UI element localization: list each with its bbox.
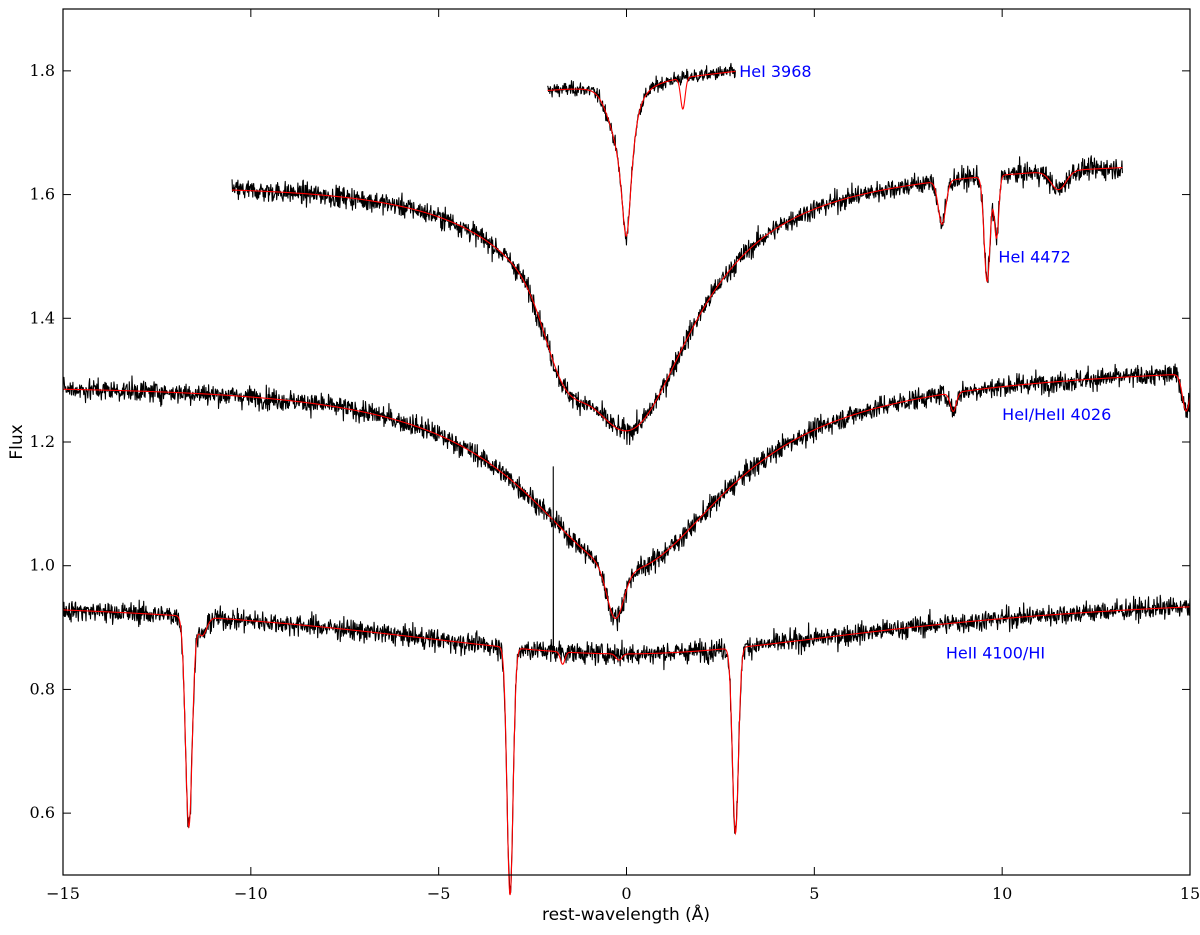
annotation-layer: HeI 3968 HeI 4472 HeI/HeII 4026 HeII 4100/H…: [739, 62, 1111, 662]
line-label: HeII 4100/HI: [946, 643, 1045, 662]
y-axis-label: Flux: [7, 424, 27, 459]
y-tick-label: 1.8: [30, 61, 55, 80]
line-label: HeI/HeII 4026: [1002, 405, 1111, 424]
x-tick-label: 15: [1180, 884, 1200, 903]
y-tick-label: 1.4: [30, 308, 55, 327]
observed-spectrum-line: [231, 155, 1123, 446]
x-axis-label: rest-wavelength (Å): [542, 903, 710, 925]
y-tick-label: 0.8: [30, 679, 55, 698]
x-tick-label: 10: [992, 884, 1012, 903]
x-tick-label: 5: [809, 884, 819, 903]
x-tick-label: 0: [621, 884, 631, 903]
model-spectrum-line: [62, 606, 1191, 896]
observed-spectrum-line: [62, 363, 1191, 632]
model-spectrum-line: [62, 374, 1191, 619]
model-spectrum-line: [232, 167, 1123, 432]
y-tick-label: 1.0: [30, 556, 55, 575]
line-label: HeI 4472: [998, 247, 1070, 266]
line-label: HeI 3968: [739, 62, 811, 81]
x-tick-label: −15: [46, 884, 80, 903]
x-tick-label: −5: [427, 884, 451, 903]
series-layer: [62, 62, 1191, 896]
model-spectrum-line: [547, 70, 736, 237]
y-tick-label: 1.2: [30, 432, 55, 451]
x-tick-label: −10: [234, 884, 268, 903]
tick-layer: −15 −10 −5 0 5 10 15 0.6 0.8 1.0 1.2 1.4 1.6 1.8: [30, 9, 1200, 903]
y-tick-label: 1.6: [30, 185, 55, 204]
observed-spectrum-line: [547, 62, 736, 246]
y-tick-label: 0.6: [30, 803, 55, 822]
